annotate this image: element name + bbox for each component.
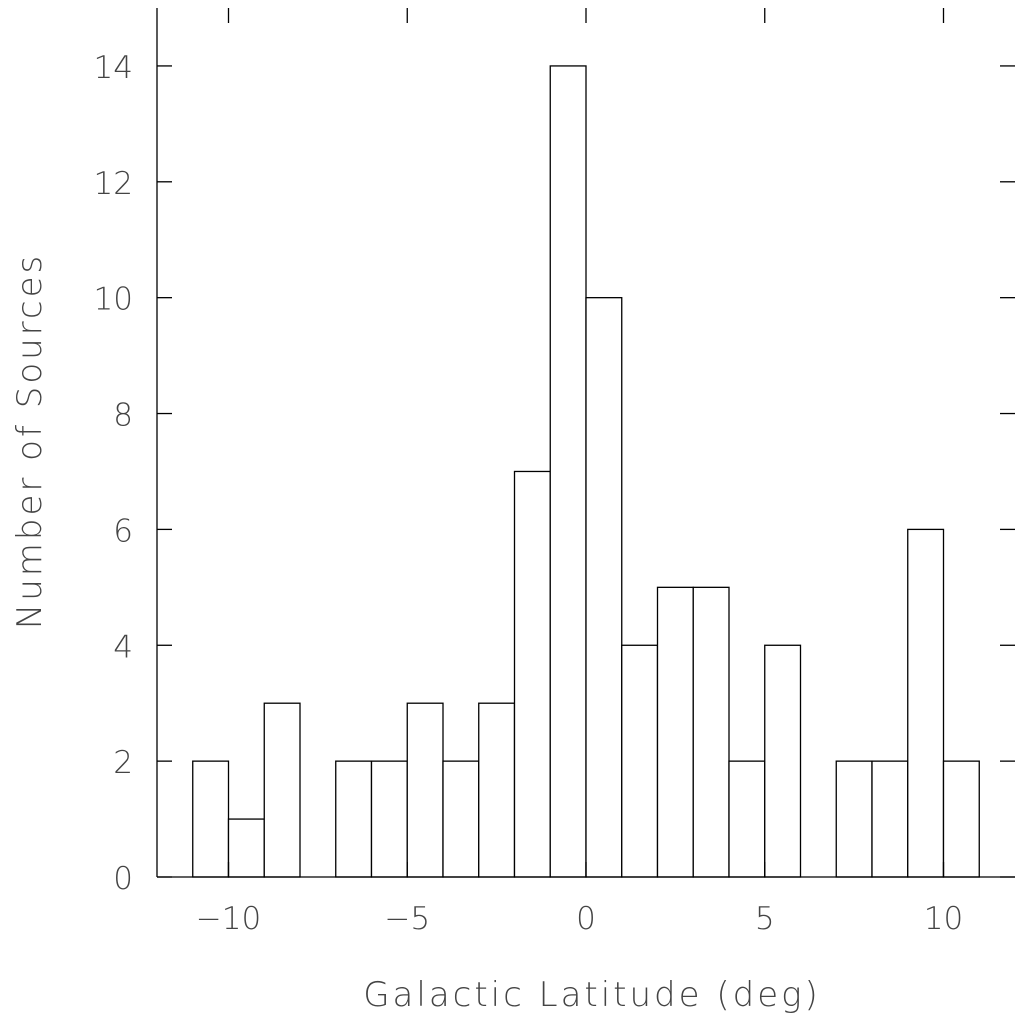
x-tick-label: 0 xyxy=(576,901,596,937)
histogram-bar xyxy=(335,760,373,878)
histogram-bar xyxy=(263,702,301,878)
x-tick-label: −5 xyxy=(384,901,430,937)
bars-group xyxy=(192,65,980,878)
histogram-bar xyxy=(406,702,444,878)
x-tick-label: −10 xyxy=(196,901,261,937)
histogram-bar xyxy=(478,702,516,878)
y-axis-label: Number of Sources xyxy=(10,253,50,629)
histogram-bar xyxy=(907,528,945,878)
histogram-bar xyxy=(764,644,802,878)
histogram-bar xyxy=(585,297,623,878)
histogram-bar xyxy=(942,760,980,878)
y-tick-label: 14 xyxy=(94,50,133,86)
y-tick-label: 0 xyxy=(113,861,133,897)
x-tick-label: 5 xyxy=(755,901,775,937)
x-axis-label: Galactic Latitude (deg) xyxy=(363,975,821,1015)
y-tick-label: 10 xyxy=(94,282,133,318)
histogram-bar xyxy=(835,760,873,878)
y-tick-label: 6 xyxy=(113,513,133,549)
y-tick-label: 8 xyxy=(113,398,133,434)
histogram-bar xyxy=(227,818,265,878)
tick-labels-group: −10 −5 0 5 10 0 2 4 6 8 10 12 14 xyxy=(94,50,964,937)
y-tick-label: 2 xyxy=(113,745,133,781)
y-tick-label: 4 xyxy=(113,629,133,665)
histogram-bar xyxy=(370,760,408,878)
ticks-group xyxy=(157,8,1015,878)
x-tick-label: 10 xyxy=(924,901,963,937)
histogram-bar xyxy=(513,470,551,878)
histogram-bar xyxy=(871,760,909,878)
histogram-bar xyxy=(692,586,730,878)
histogram-bar xyxy=(621,644,659,878)
histogram-bar xyxy=(549,65,587,878)
histogram-bar xyxy=(728,760,766,878)
histogram-bar xyxy=(192,760,230,878)
histogram-bar xyxy=(442,760,480,878)
y-tick-label: 12 xyxy=(94,166,133,202)
histogram-bar xyxy=(656,586,694,878)
